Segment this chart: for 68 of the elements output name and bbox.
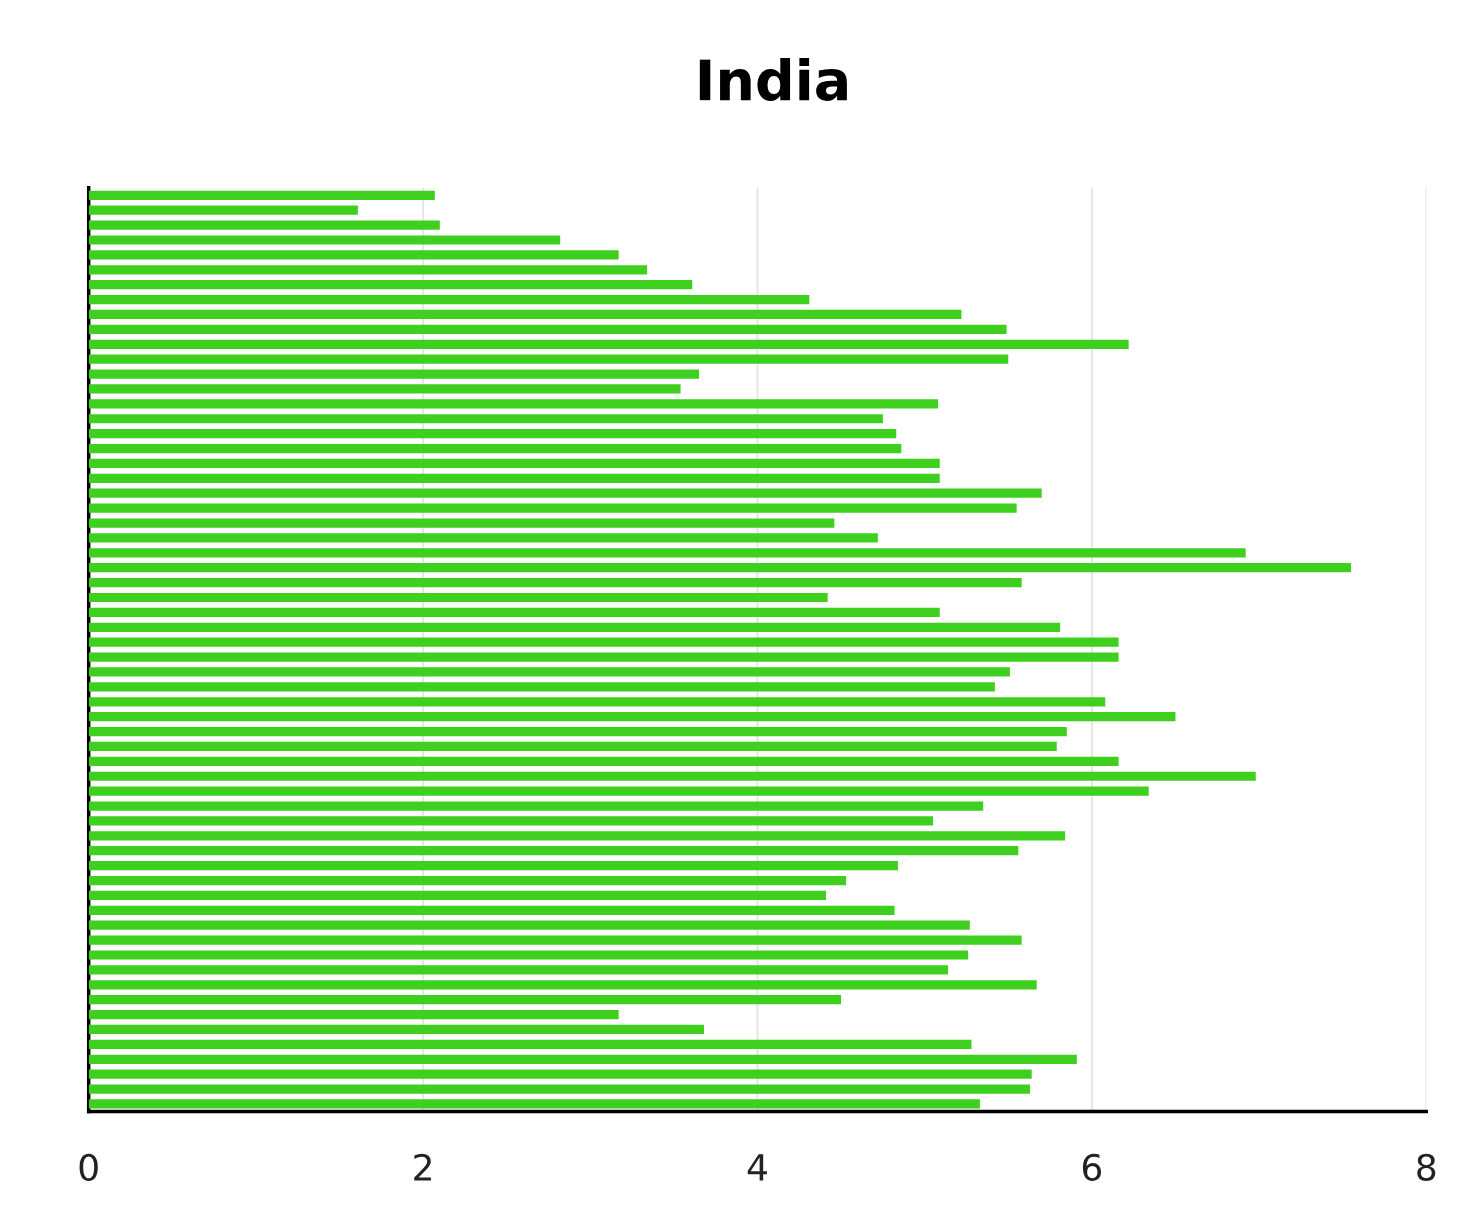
bar xyxy=(88,756,1119,766)
bar xyxy=(88,801,984,811)
bar xyxy=(88,190,435,200)
bar xyxy=(88,250,619,260)
bar xyxy=(88,622,1061,632)
bar xyxy=(88,726,1067,737)
bar xyxy=(88,309,962,320)
bar xyxy=(88,563,1352,573)
bar xyxy=(88,712,1176,722)
bar xyxy=(88,861,898,871)
bar xyxy=(88,980,1037,990)
bar xyxy=(88,652,1119,662)
bar xyxy=(88,965,949,975)
bar xyxy=(88,473,940,483)
bar xyxy=(88,1024,704,1035)
bar xyxy=(88,920,970,930)
bar xyxy=(88,1039,972,1049)
bar xyxy=(88,458,940,469)
bar xyxy=(88,354,1009,364)
bar xyxy=(88,220,440,230)
bar xyxy=(88,265,648,275)
bar xyxy=(88,503,1017,513)
bar xyxy=(88,995,842,1005)
bar xyxy=(88,950,969,960)
bar xyxy=(88,369,699,379)
bar xyxy=(88,592,828,603)
bar xyxy=(88,205,358,215)
bar xyxy=(88,816,934,826)
bar xyxy=(88,384,681,394)
bar xyxy=(88,890,827,901)
bar xyxy=(88,533,878,543)
bar xyxy=(88,682,995,692)
bar xyxy=(88,414,883,424)
bar xyxy=(88,1054,1077,1064)
bar xyxy=(88,235,561,245)
bar xyxy=(88,488,1042,498)
bar xyxy=(88,324,1007,334)
bar xyxy=(88,429,897,439)
bar xyxy=(88,294,810,305)
x-tick-label: 8 xyxy=(1417,1153,1436,1182)
chart-title: India xyxy=(699,57,847,101)
x-tick-label: 0 xyxy=(79,1153,98,1182)
bar xyxy=(88,771,1256,781)
bar xyxy=(88,667,1010,677)
bar xyxy=(88,548,1246,558)
bar xyxy=(88,577,1022,588)
bar xyxy=(88,875,847,886)
bar xyxy=(88,905,895,915)
bar xyxy=(88,846,1019,856)
bar xyxy=(88,786,1149,796)
bar xyxy=(88,741,1057,752)
x-tick-label: 2 xyxy=(414,1153,431,1181)
bar xyxy=(88,399,939,409)
bar xyxy=(88,831,1066,841)
x-tick-label: 4 xyxy=(747,1154,767,1181)
bar xyxy=(88,1099,980,1109)
bar xyxy=(88,935,1022,945)
x-tick-label: 6 xyxy=(1082,1153,1102,1182)
bar xyxy=(88,518,835,528)
bar xyxy=(88,1084,1031,1094)
bar xyxy=(88,339,1129,349)
bar xyxy=(88,697,1106,707)
bar xyxy=(88,607,940,618)
bar xyxy=(88,1009,619,1020)
bar xyxy=(88,280,693,290)
bar xyxy=(88,637,1119,647)
bar xyxy=(88,443,902,454)
bar xyxy=(88,1069,1032,1079)
